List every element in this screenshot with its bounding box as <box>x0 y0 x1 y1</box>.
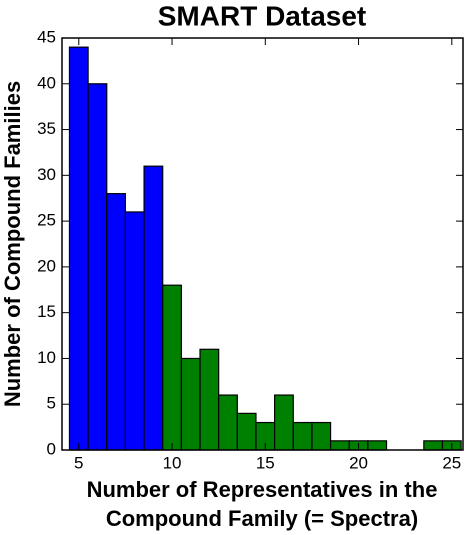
x-tick-label: 25 <box>442 453 461 472</box>
y-tick-label: 45 <box>37 27 56 46</box>
bar <box>329 440 350 451</box>
plot-frame <box>61 37 464 451</box>
bar <box>292 421 313 451</box>
bar <box>274 394 294 451</box>
chart-title: SMART Dataset <box>158 0 366 31</box>
y-tick-label: 10 <box>37 348 56 367</box>
bar <box>68 46 89 451</box>
y-tick-label: 40 <box>37 73 56 92</box>
x-tick-label: 10 <box>163 453 182 472</box>
y-tick-label: 25 <box>37 211 56 230</box>
bar <box>236 412 257 451</box>
x-tick-label: 5 <box>74 453 83 472</box>
y-tick-label: 20 <box>37 256 56 275</box>
bar <box>180 357 201 451</box>
bar <box>106 193 127 451</box>
y-tick-label: 15 <box>37 302 56 321</box>
x-tick-label: 20 <box>349 453 368 472</box>
x-tick-label: 15 <box>256 453 275 472</box>
bar <box>143 165 164 451</box>
bar <box>218 394 238 451</box>
y-axis-label: Number of Compound Families <box>0 81 25 407</box>
bar <box>124 211 145 451</box>
bar <box>162 284 182 451</box>
bar <box>423 440 444 451</box>
y-tick-label: 35 <box>37 119 56 138</box>
bar <box>199 348 220 451</box>
x-axis-label: Compound Family (= Spectra) <box>106 506 418 531</box>
bar <box>311 421 332 451</box>
bar <box>367 440 388 451</box>
y-tick-label: 30 <box>37 165 56 184</box>
y-tick-label: 0 <box>47 439 56 458</box>
y-tick-label: 5 <box>47 394 56 413</box>
bar <box>87 83 108 451</box>
x-axis-label: Number of Representatives in the <box>87 477 438 502</box>
